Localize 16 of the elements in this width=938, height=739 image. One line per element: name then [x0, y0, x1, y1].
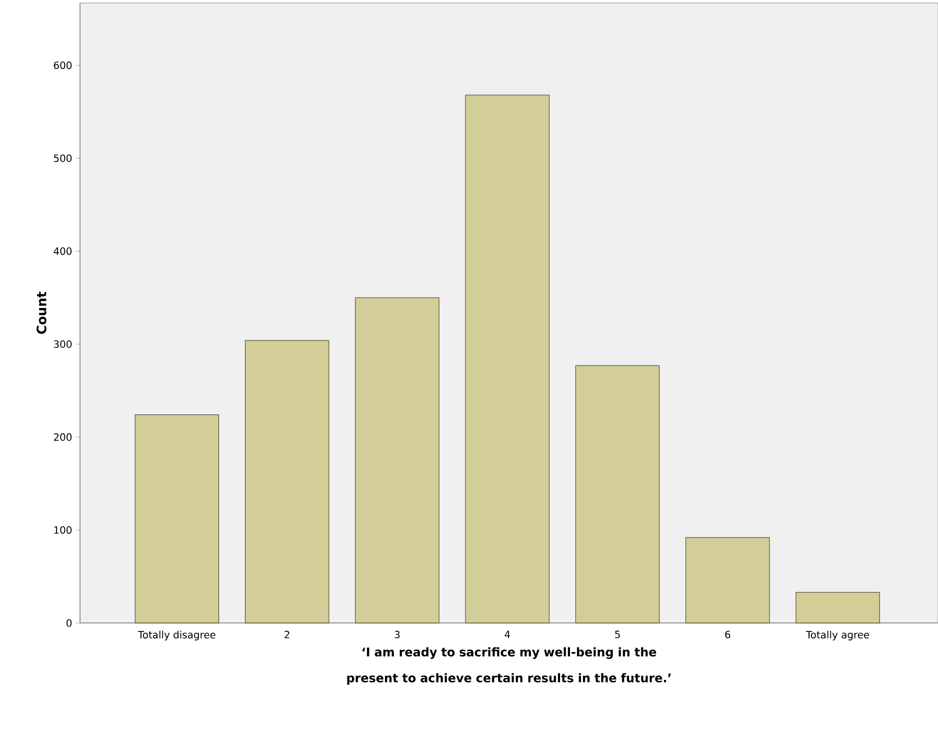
- y-tick-label: 500: [54, 154, 72, 162]
- x-tick-label: 4: [504, 630, 510, 638]
- y-tick-label: 600: [54, 61, 72, 70]
- x-tick-label: Totally disagree: [138, 630, 216, 640]
- x-tick-label: Totally agree: [806, 630, 870, 640]
- x-tick-label: 2: [284, 630, 290, 638]
- y-tick-label: 200: [54, 433, 72, 441]
- y-tick-label: 300: [54, 340, 72, 348]
- y-axis-title: Count: [36, 292, 46, 334]
- x-tick-label: 6: [725, 630, 730, 638]
- x-tick-label: 3: [394, 630, 400, 638]
- y-tick-label: 0: [66, 619, 72, 627]
- x-axis-title: ‘I am ready to sacrifice my well-being in the present to achieve certain results in the future.’: [347, 647, 671, 685]
- y-tick-label: 100: [54, 526, 72, 534]
- x-tick-label: 5: [615, 630, 620, 638]
- y-tick-label: 400: [54, 247, 72, 255]
